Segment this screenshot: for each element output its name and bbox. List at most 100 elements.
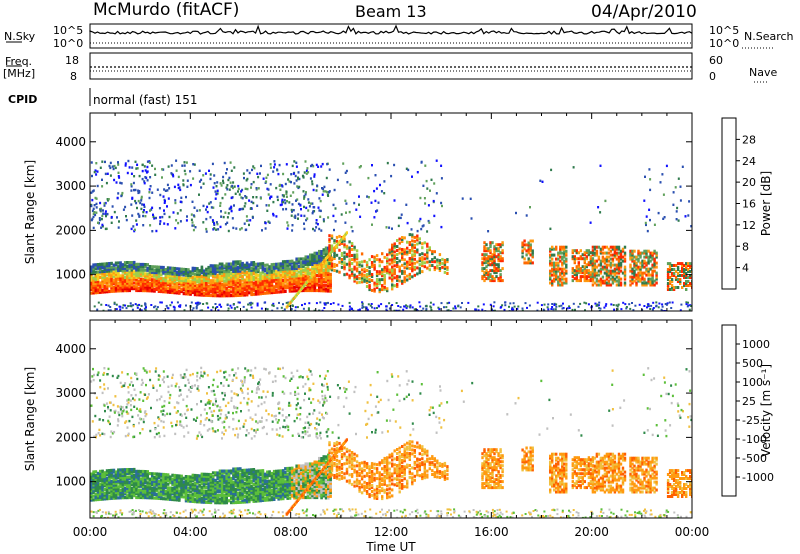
data-cell	[523, 243, 526, 247]
data-cell	[137, 288, 140, 293]
data-cell	[367, 303, 370, 306]
data-cell	[263, 291, 267, 295]
data-cell	[205, 275, 208, 279]
data-cell	[315, 253, 319, 257]
data-cell	[226, 304, 229, 306]
data-cell	[493, 251, 496, 255]
data-cell	[182, 476, 186, 480]
data-cell	[677, 219, 680, 222]
data-cell	[365, 273, 369, 276]
data-cell	[295, 268, 298, 272]
data-cell	[623, 269, 627, 273]
data-cell	[619, 269, 623, 273]
data-cell	[304, 193, 307, 196]
data-cell	[617, 283, 621, 287]
data-cell	[597, 304, 600, 307]
data-cell	[325, 302, 328, 305]
data-cell	[178, 491, 181, 495]
data-cell	[487, 255, 490, 259]
data-cell	[173, 185, 176, 189]
data-cell	[248, 278, 251, 282]
data-cell	[299, 277, 303, 281]
data-cell	[674, 276, 678, 279]
data-cell	[275, 264, 278, 268]
data-cell	[350, 225, 353, 229]
data-cell	[296, 306, 299, 309]
data-cell	[355, 253, 359, 257]
data-cell	[383, 255, 386, 259]
data-cell	[205, 227, 208, 231]
data-cell	[135, 277, 138, 281]
data-cell	[182, 480, 186, 484]
data-cell	[311, 212, 314, 215]
data-cell	[189, 288, 192, 293]
data-cell	[103, 488, 107, 492]
data-cell	[193, 280, 197, 284]
data-cell	[597, 263, 601, 267]
data-cell	[121, 494, 125, 498]
data-cell	[131, 166, 134, 169]
data-cell	[119, 283, 122, 287]
data-cell	[536, 301, 539, 304]
data-cell	[101, 270, 104, 274]
data-cell	[135, 481, 138, 485]
data-cell	[135, 486, 138, 490]
data-cell	[272, 285, 276, 289]
data-cell	[333, 269, 336, 272]
data-cell	[268, 278, 271, 282]
data-cell	[430, 178, 433, 181]
data-cell	[121, 488, 125, 492]
data-cell	[297, 283, 301, 287]
data-cell	[160, 472, 163, 476]
data-cell	[286, 269, 289, 273]
data-cell	[359, 165, 362, 168]
data-cell	[134, 188, 137, 192]
data-cell	[190, 301, 193, 304]
data-cell	[375, 280, 379, 283]
data-cell	[549, 271, 552, 275]
data-cell	[230, 279, 233, 283]
data-cell	[182, 495, 186, 499]
data-cell	[295, 283, 298, 287]
data-cell	[653, 261, 656, 265]
data-cell	[115, 308, 118, 311]
data-cell	[101, 288, 104, 292]
data-cell	[343, 263, 346, 267]
data-cell	[196, 498, 199, 502]
data-cell	[108, 496, 111, 501]
data-cell	[171, 270, 174, 274]
data-cell	[118, 176, 121, 179]
data-cell	[561, 257, 564, 261]
data-cell	[137, 475, 140, 479]
data-cell	[511, 306, 514, 309]
data-cell	[130, 488, 134, 492]
data-cell	[649, 279, 652, 283]
data-cell	[281, 198, 284, 202]
data-cell	[191, 290, 195, 295]
data-cell	[245, 261, 249, 265]
data-cell	[287, 224, 290, 227]
data-cell	[305, 206, 308, 210]
data-cell	[205, 269, 208, 273]
data-cell	[575, 273, 578, 277]
data-cell	[243, 285, 247, 290]
data-cell	[191, 492, 195, 496]
data-cell	[160, 265, 163, 269]
data-cell	[513, 305, 516, 308]
data-cell	[132, 272, 136, 276]
data-cell	[272, 266, 276, 270]
data-cell	[140, 309, 143, 311]
data-cell	[230, 290, 233, 294]
data-cell	[389, 307, 392, 310]
data-cell	[176, 301, 179, 304]
data-cell	[209, 266, 213, 270]
data-cell	[304, 288, 308, 293]
data-cell	[353, 247, 356, 251]
data-cell	[119, 285, 122, 289]
data-cell	[90, 481, 93, 485]
data-cell	[121, 486, 125, 490]
data-cell	[309, 281, 312, 285]
data-cell	[92, 267, 95, 271]
data-cell	[631, 271, 634, 275]
nave-tick-top: 60	[709, 54, 723, 67]
